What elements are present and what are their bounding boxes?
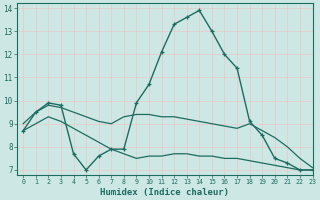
X-axis label: Humidex (Indice chaleur): Humidex (Indice chaleur) [100,188,229,197]
